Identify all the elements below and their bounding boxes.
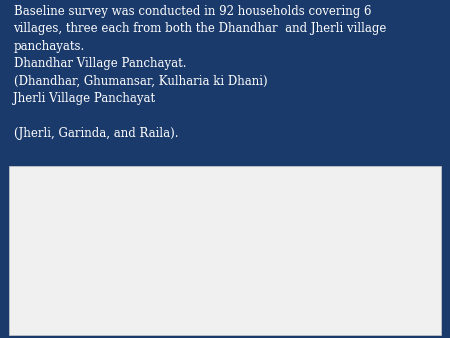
Wedge shape (130, 236, 188, 250)
Wedge shape (130, 193, 175, 250)
Text: 2%: 2% (188, 224, 206, 234)
Text: 45%: 45% (129, 314, 154, 324)
Wedge shape (73, 193, 130, 268)
Text: 5%: 5% (182, 210, 199, 220)
Text: 14%: 14% (148, 182, 173, 192)
Wedge shape (130, 214, 184, 250)
Wedge shape (130, 229, 186, 250)
Wedge shape (76, 250, 188, 307)
Legend: Dhandhar, Garinda, Ghumansar, Kulharia ki Dhani, Jherli, Raila: Dhandhar, Garinda, Ghumansar, Kulharia k… (254, 194, 386, 306)
Text: 30%: 30% (62, 204, 86, 214)
Text: Baseline survey was conducted in 92 households covering 6
villages, three each f: Baseline survey was conducted in 92 hous… (14, 5, 387, 140)
Text: 4%: 4% (191, 236, 208, 246)
